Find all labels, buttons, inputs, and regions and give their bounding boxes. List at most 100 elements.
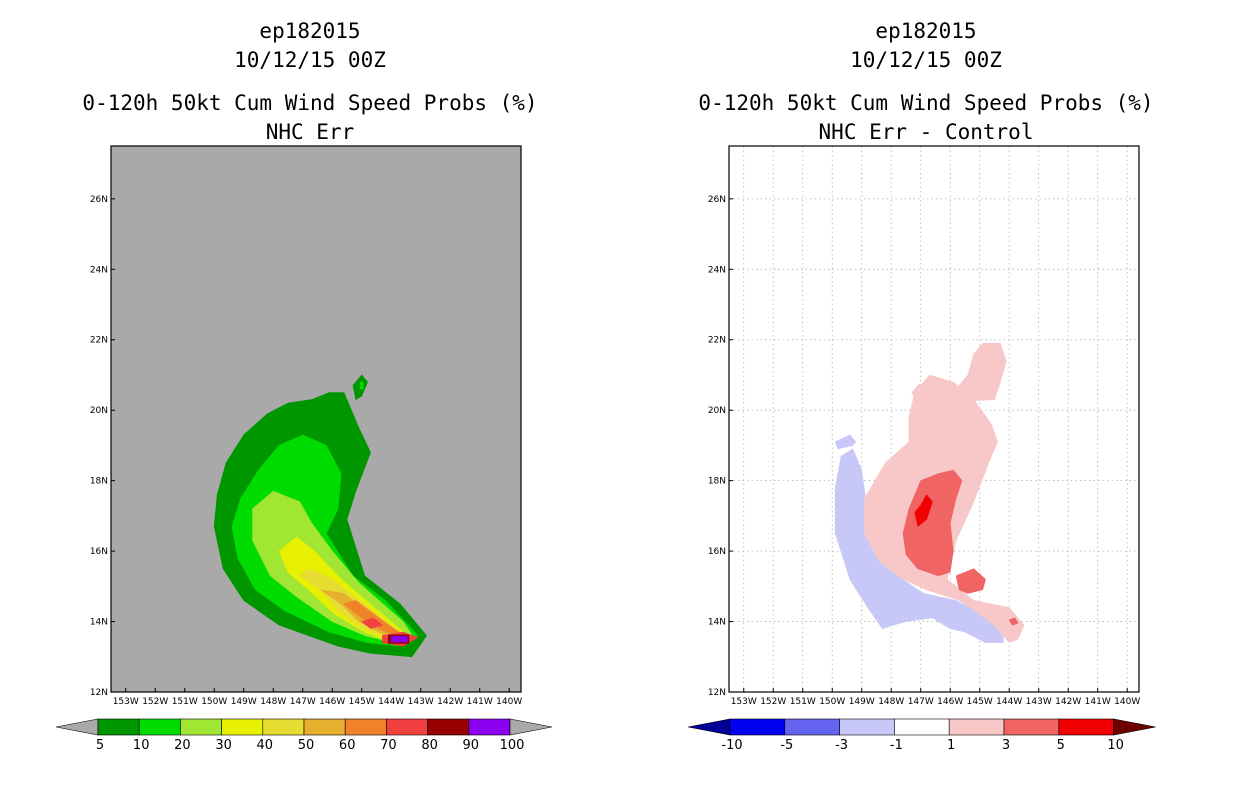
chart-left-colorbar-swatch-4 [262,718,305,736]
chart-left-x-tick-label-5: 148W [260,697,286,707]
chart-left-x-ticks: 153W 152W 151W 150W 149W 148W 147W 146W 145W 144W… [113,688,522,707]
chart-right-contour-8 [1008,617,1019,626]
chart-right-colorbar-label-0: -10 [721,738,742,753]
chart-left-colorbar-swatch-8 [427,718,470,736]
chart-left-colorbar-swatch-3 [221,718,264,736]
chart-left-y-tick-label-4: 20N [90,406,108,416]
chart-left-x-tick-label-3: 150W [201,697,227,707]
chart-left-y-tick-label-1: 14N [90,618,108,628]
chart-right-colorbar-swatch-5 [1003,718,1060,736]
chart-right-y-tick-label-5: 22N [708,336,726,346]
chart-left-colorbar-swatch-6 [344,718,387,736]
chart-left-colorbar: 5 10 20 30 40 50 60 70 80 90 100 [55,718,553,753]
chart-right-colorbar-swatch-1 [784,718,840,736]
chart-left-storm-id: ep182015 [259,19,360,43]
chart-left-colorbar-swatch-9 [468,718,511,736]
chart-left-contour-2 [252,490,416,644]
chart-left-colorbar-swatch-5 [303,718,346,736]
chart-right-colorbar-label-1: -5 [780,738,793,753]
chart-left-colorbar-left-arrow [55,718,99,736]
chart-right-x-tick-label-12: 141W [1085,697,1111,707]
chart-left-colorbar-label-1: 10 [133,738,150,753]
chart-right-x-ticks: 153W 152W 151W 150W 149W 148W 147W 146W 145W 144W… [731,688,1140,707]
chart-left-x-tick-label-2: 151W [172,697,198,707]
chart-right-y-tick-label-2: 16N [708,547,726,557]
chart-right-x-tick-label-10: 143W [1026,697,1052,707]
chart-left-x-tick-label-1: 152W [142,697,168,707]
chart-right-subtitle: NHC Err - Control [819,120,1034,144]
chart-left-x-tick-label-11: 142W [437,697,463,707]
chart-left: ep182015 10/12/15 00Z 0-120h 50kt Cum Wi… [55,19,553,753]
chart-right-x-tick-label-8: 145W [967,697,993,707]
chart-right-storm-id: ep182015 [875,19,976,43]
chart-left-subtitle: NHC Err [266,120,355,144]
chart-right-colorbar: -10 -5 -3 -1 1 3 5 10 [687,718,1156,753]
chart-right-contour-1 [834,434,857,450]
chart-left-x-tick-label-12: 141W [467,697,493,707]
chart-right: ep182015 10/12/15 00Z 0-120h 50kt Cum Wi… [687,19,1156,753]
chart-right-frame [728,145,1140,693]
chart-left-y-ticks: 12N 14N 16N 18N 20N 22N 24N 26N [90,195,115,698]
chart-left-colorbar-right-arrow [509,718,553,736]
chart-right-colorbar-label-5: 3 [1002,738,1010,753]
chart-left-colorbar-label-10: 100 [500,738,525,753]
chart-right-y-tick-label-7: 26N [708,195,726,205]
chart-right-colorbar-swatch-6 [1058,718,1114,736]
chart-left-x-tick-label-10: 143W [408,697,434,707]
chart-left-x-tick-label-8: 145W [349,697,375,707]
chart-left-x-tick-label-0: 153W [113,697,139,707]
chart-left-contour-12 [359,381,364,390]
chart-right-x-tick-label-9: 144W [996,697,1022,707]
chart-left-y-tick-label-0: 12N [90,688,108,698]
chart-right-x-tick-label-4: 149W [849,697,875,707]
chart-right-x-tick-label-1: 152W [760,697,786,707]
chart-left-contour-10 [390,635,408,643]
chart-left-x-tick-label-7: 146W [319,697,345,707]
chart-right-contour-5 [902,469,963,577]
chart-right-colorbar-swatch-2 [839,718,895,736]
chart-left-colorbar-label-4: 40 [257,738,274,753]
chart-right-contour-6 [955,568,986,594]
chart-left-date: 10/12/15 00Z [234,48,386,72]
chart-left-colorbar-label-2: 20 [174,738,191,753]
chart-left-y-tick-label-3: 18N [90,477,108,487]
chart-left-colorbar-label-3: 30 [215,738,232,753]
chart-right-colorbar-left-arrow [687,718,731,736]
chart-right-colorbar-swatch-0 [729,718,786,736]
chart-right-x-tick-label-11: 142W [1055,697,1081,707]
chart-right-contour-4 [911,383,925,404]
chart-right-colorbar-label-7: 10 [1107,738,1124,753]
chart-right-x-tick-label-2: 151W [790,697,816,707]
chart-left-y-tick-label-2: 16N [90,547,108,557]
chart-right-y-ticks: 12N 14N 16N 18N 20N 22N 24N 26N [708,195,733,698]
chart-left-colorbar-label-6: 60 [339,738,356,753]
chart-left-colorbar-swatch-2 [180,718,222,736]
chart-right-y-tick-label-3: 18N [708,477,726,487]
chart-left-colorbar-swatch-7 [386,718,428,736]
chart-right-contours [834,342,1025,644]
chart-right-colorbar-swatch-4 [948,718,1005,736]
chart-right-colorbar-label-2: -3 [835,738,848,753]
chart-left-contour-7 [361,617,384,629]
chart-left-contours [213,374,427,658]
chart-left-colorbar-label-8: 80 [421,738,438,753]
chart-left-frame [110,145,522,693]
chart-right-date: 10/12/15 00Z [850,48,1002,72]
chart-right-x-tick-label-13: 140W [1114,697,1140,707]
chart-right-x-tick-label-7: 146W [937,697,963,707]
chart-left-y-tick-label-7: 26N [90,195,108,205]
chart-right-x-tick-label-6: 147W [908,697,934,707]
chart-left-y-tick-label-6: 24N [90,265,108,275]
chart-right-colorbar-right-arrow [1113,718,1156,736]
chart-right-y-tick-label-1: 14N [708,618,726,628]
chart-right-contour-3 [932,342,1007,404]
chart-left-y-tick-label-5: 22N [90,336,108,346]
chart-left-x-tick-label-13: 140W [496,697,522,707]
chart-right-y-tick-label-6: 24N [708,265,726,275]
chart-right-x-tick-label-3: 150W [819,697,845,707]
chart-right-y-tick-label-4: 20N [708,406,726,416]
chart-left-colorbar-label-9: 90 [463,738,480,753]
chart-left-colorbar-label-0: 5 [96,738,104,753]
chart-right-colorbar-label-4: 1 [947,738,955,753]
chart-left-x-tick-label-6: 147W [290,697,316,707]
